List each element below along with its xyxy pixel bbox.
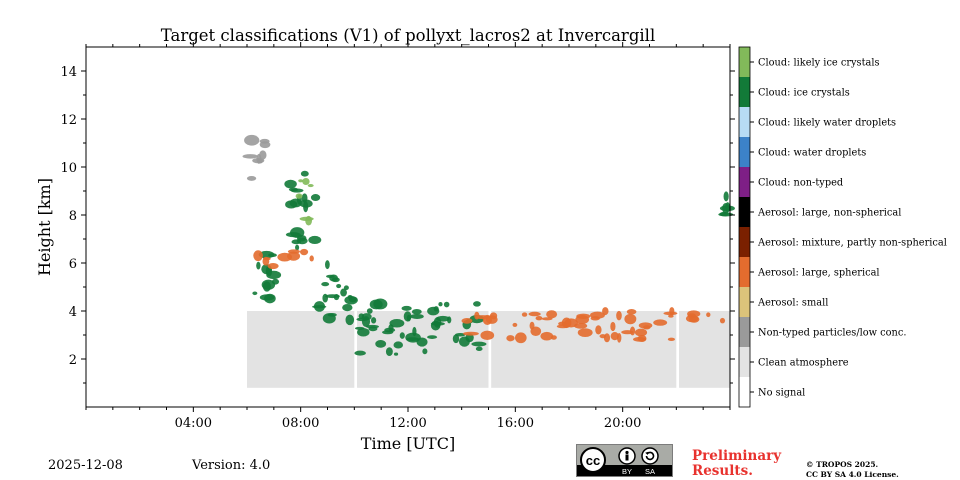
feature-1 — [243, 135, 271, 181]
y-tick-label: 6 — [69, 257, 77, 272]
legend-label: Cloud: likely water droplets — [758, 118, 896, 129]
legend: No signal Clean atmosphere Non-typed parti… — [739, 47, 947, 407]
legend-swatch — [739, 227, 750, 257]
cc-license-badge: cc BY SA — [576, 444, 673, 477]
legend-swatch — [739, 257, 750, 287]
copyright-line-1: © TROPOS 2025. — [806, 460, 899, 470]
y-tick-label: 14 — [60, 65, 77, 80]
copyright-line-2: CC BY SA 4.0 License. — [806, 470, 899, 480]
preliminary-line-2: Results. — [692, 464, 781, 479]
legend-label: Aerosol: mixture, partly non-spherical — [757, 238, 947, 249]
legend-label: Cloud: ice crystals — [758, 88, 850, 99]
x-axis-label: Time [UTC] — [361, 434, 455, 453]
cc-sa-label: SA — [645, 467, 655, 476]
y-tick-label: 12 — [60, 113, 77, 128]
x-tick-label: 08:00 — [282, 416, 319, 431]
legend-label: No signal — [758, 388, 805, 399]
legend-label: Aerosol: large, non-spherical — [757, 208, 901, 219]
legend-swatch — [739, 317, 750, 347]
date-label: 2025-12-08 — [48, 458, 123, 473]
preliminary-notice: Preliminary Results. — [692, 449, 781, 479]
x-tick-label: 16:00 — [497, 416, 534, 431]
legend-swatch — [739, 107, 750, 137]
legend-swatch — [739, 197, 750, 227]
legend-label: Non-typed particles/low conc. — [758, 328, 906, 339]
target-classification-chart: Target classifications (V1) of pollyxt_l… — [0, 0, 960, 480]
legend-label: Clean atmosphere — [758, 358, 849, 369]
legend-swatch — [739, 77, 750, 107]
feature-10 — [718, 191, 735, 216]
y-tick-label: 8 — [69, 209, 77, 224]
legend-label: Aerosol: large, spherical — [757, 268, 880, 279]
y-tick-label: 2 — [69, 353, 77, 368]
x-tick-label: 12:00 — [389, 416, 426, 431]
legend-swatch — [739, 287, 750, 317]
x-tick-label: 04:00 — [175, 416, 212, 431]
y-tick-label: 10 — [60, 161, 77, 176]
legend-swatch — [739, 137, 750, 167]
legend-label: Cloud: water droplets — [758, 148, 866, 159]
version-label: Version: 4.0 — [192, 458, 270, 473]
copyright-notice: © TROPOS 2025. CC BY SA 4.0 License. — [806, 460, 899, 480]
cc-text: cc — [586, 453, 600, 468]
y-axis-label: Height [km] — [35, 178, 54, 276]
cc-by-label: BY — [622, 467, 632, 476]
legend-swatch — [739, 47, 750, 77]
legend-swatch — [739, 377, 750, 407]
measurement-period-1 — [247, 311, 354, 388]
x-tick-label: 20:00 — [604, 416, 641, 431]
legend-swatch — [739, 167, 750, 197]
legend-swatch — [739, 347, 750, 377]
share-alike-icon — [642, 448, 658, 464]
legend-label: Cloud: non-typed — [758, 178, 843, 189]
preliminary-line-1: Preliminary — [692, 449, 781, 464]
legend-label: Cloud: likely ice crystals — [758, 58, 880, 69]
legend-label: Aerosol: small — [757, 298, 828, 309]
y-tick-label: 4 — [69, 305, 77, 320]
